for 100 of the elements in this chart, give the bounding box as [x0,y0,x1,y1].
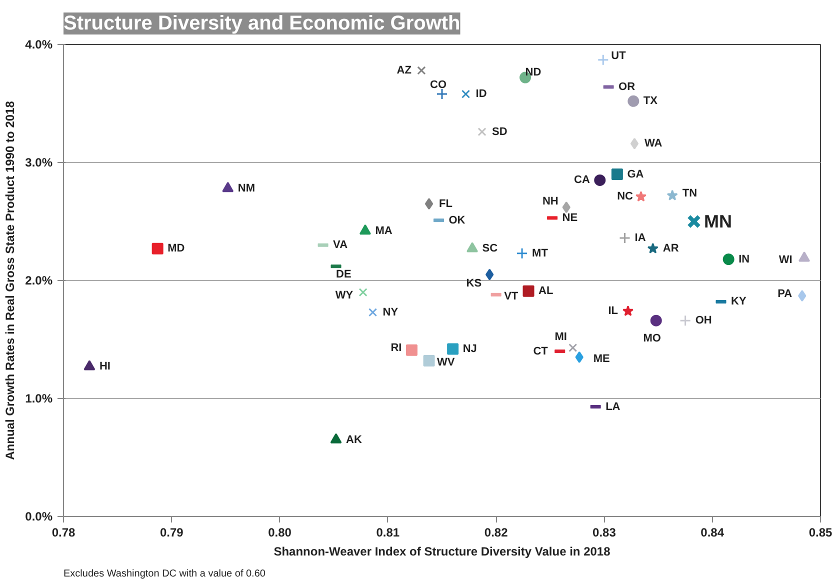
point [597,54,609,66]
y-tick-label: 2.0% [25,274,53,288]
x-axis-title: Shannon-Weaver Index of Structure Diversity Value in 2018 [274,544,611,558]
y-tick-label: 0.0% [25,510,53,524]
point [628,95,640,107]
x-tick-label: 0.81 [376,526,400,540]
x-tick-label: 0.84 [700,526,724,540]
point [84,360,96,370]
series-label: AZ [396,64,412,76]
series-label: SC [482,242,498,255]
point [462,90,470,98]
series-label: TN [682,188,698,200]
series-label: ME [593,353,610,366]
series-label: SD [492,126,508,138]
series-label: WY [335,289,354,302]
series-label: MD [168,242,185,255]
point [516,248,528,260]
series-label: WI [778,254,792,266]
point [436,88,448,100]
series-label: OR [618,80,636,93]
point [622,305,634,316]
point [406,344,418,356]
series-label: GA [627,168,644,180]
series-label: IL [608,305,618,318]
series-label: UT [611,50,626,62]
point [650,314,662,326]
point [722,254,734,265]
point [423,354,435,366]
point [522,285,534,297]
series-label: MI [554,330,567,343]
y-tick-label: 4.0% [25,38,53,52]
series-label: WV [437,356,456,369]
point [635,190,646,202]
series-label: NJ [462,342,477,355]
series-label: MO [643,332,662,345]
series-label: VA [333,239,348,252]
series-label: NY [382,306,399,318]
series-label: ID [476,88,487,100]
point [619,232,631,244]
point [359,224,371,235]
y-tick-label: 1.0% [25,392,53,406]
series-label: ND [525,66,542,79]
series-label: OH [695,314,712,327]
chart-title: Structure Diversity and Economic Growth [64,12,460,34]
point [478,128,486,136]
text: Excludes Washington DC with a value of 0.60 [64,568,266,580]
series-label: MT [532,247,548,260]
point [358,288,368,297]
point [666,190,678,200]
x-tick-label: 0.85 [808,526,833,540]
point [798,290,806,302]
point [424,198,434,210]
x-tick-label: 0.82 [484,526,508,540]
point [611,168,623,180]
x-tick-label: 0.78 [52,526,76,540]
series-label: PA [778,288,792,300]
series-label: NH [542,195,558,208]
x-tick-label: 0.80 [268,526,292,540]
series-label: AR [662,242,679,255]
series-label: KY [731,296,747,308]
point [630,138,639,150]
series-label: CT [533,345,548,358]
series-label: RI [390,342,402,354]
series-label: DE [336,268,352,280]
y-axis-title: Annual Growth Rates in Real Gross State Product 1990 to 2018 [3,100,18,460]
series-label: NM [238,182,255,194]
point [647,242,658,254]
series-label: LA [606,400,620,413]
series-label: AK [346,434,362,446]
point [798,252,810,262]
point [568,343,578,352]
point [417,66,426,75]
point [594,174,606,186]
point [222,182,234,192]
series-label: VT [504,290,518,303]
series-label: HI [99,360,110,373]
point [687,214,701,228]
series-label: FL [439,198,453,210]
point [680,314,692,326]
series-label: CA [574,174,590,186]
point [575,351,584,363]
x-tick-label: 0.79 [160,526,184,540]
point [368,308,378,317]
series-label: NE [562,212,578,224]
series-label: OK [448,214,466,226]
series-label: AL [538,285,554,298]
series-label: KS [466,278,482,290]
point [466,242,478,252]
point [562,202,570,214]
point [152,242,164,254]
series-label: MA [375,224,392,237]
series-label: IN [738,253,750,266]
point [486,268,494,280]
point [330,433,342,444]
series-label: IA [634,232,646,244]
x-tick-label: 0.83 [592,526,616,540]
series-label: MN [704,212,732,232]
series-label: CO [430,79,447,92]
series-label: TX [643,95,658,108]
point [447,343,459,355]
